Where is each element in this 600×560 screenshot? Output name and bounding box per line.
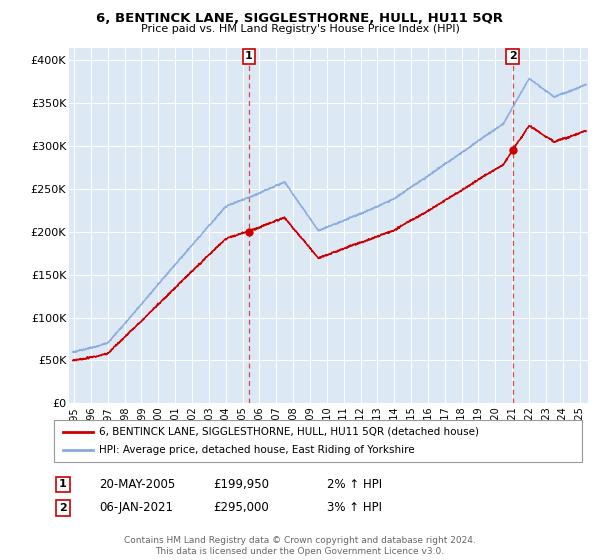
Text: 6, BENTINCK LANE, SIGGLESTHORNE, HULL, HU11 5QR (detached house): 6, BENTINCK LANE, SIGGLESTHORNE, HULL, H… (99, 427, 479, 437)
Text: 1: 1 (245, 51, 253, 61)
Text: 2% ↑ HPI: 2% ↑ HPI (327, 478, 382, 491)
Text: 2: 2 (59, 503, 67, 513)
Text: £199,950: £199,950 (213, 478, 269, 491)
Text: 6, BENTINCK LANE, SIGGLESTHORNE, HULL, HU11 5QR: 6, BENTINCK LANE, SIGGLESTHORNE, HULL, H… (97, 12, 503, 25)
Text: 06-JAN-2021: 06-JAN-2021 (99, 501, 173, 515)
Text: 20-MAY-2005: 20-MAY-2005 (99, 478, 175, 491)
Text: Contains HM Land Registry data © Crown copyright and database right 2024.
This d: Contains HM Land Registry data © Crown c… (124, 536, 476, 556)
Text: HPI: Average price, detached house, East Riding of Yorkshire: HPI: Average price, detached house, East… (99, 445, 415, 455)
Text: £295,000: £295,000 (213, 501, 269, 515)
Text: 2: 2 (509, 51, 517, 61)
Text: 3% ↑ HPI: 3% ↑ HPI (327, 501, 382, 515)
Text: Price paid vs. HM Land Registry's House Price Index (HPI): Price paid vs. HM Land Registry's House … (140, 24, 460, 34)
Text: 1: 1 (59, 479, 67, 489)
